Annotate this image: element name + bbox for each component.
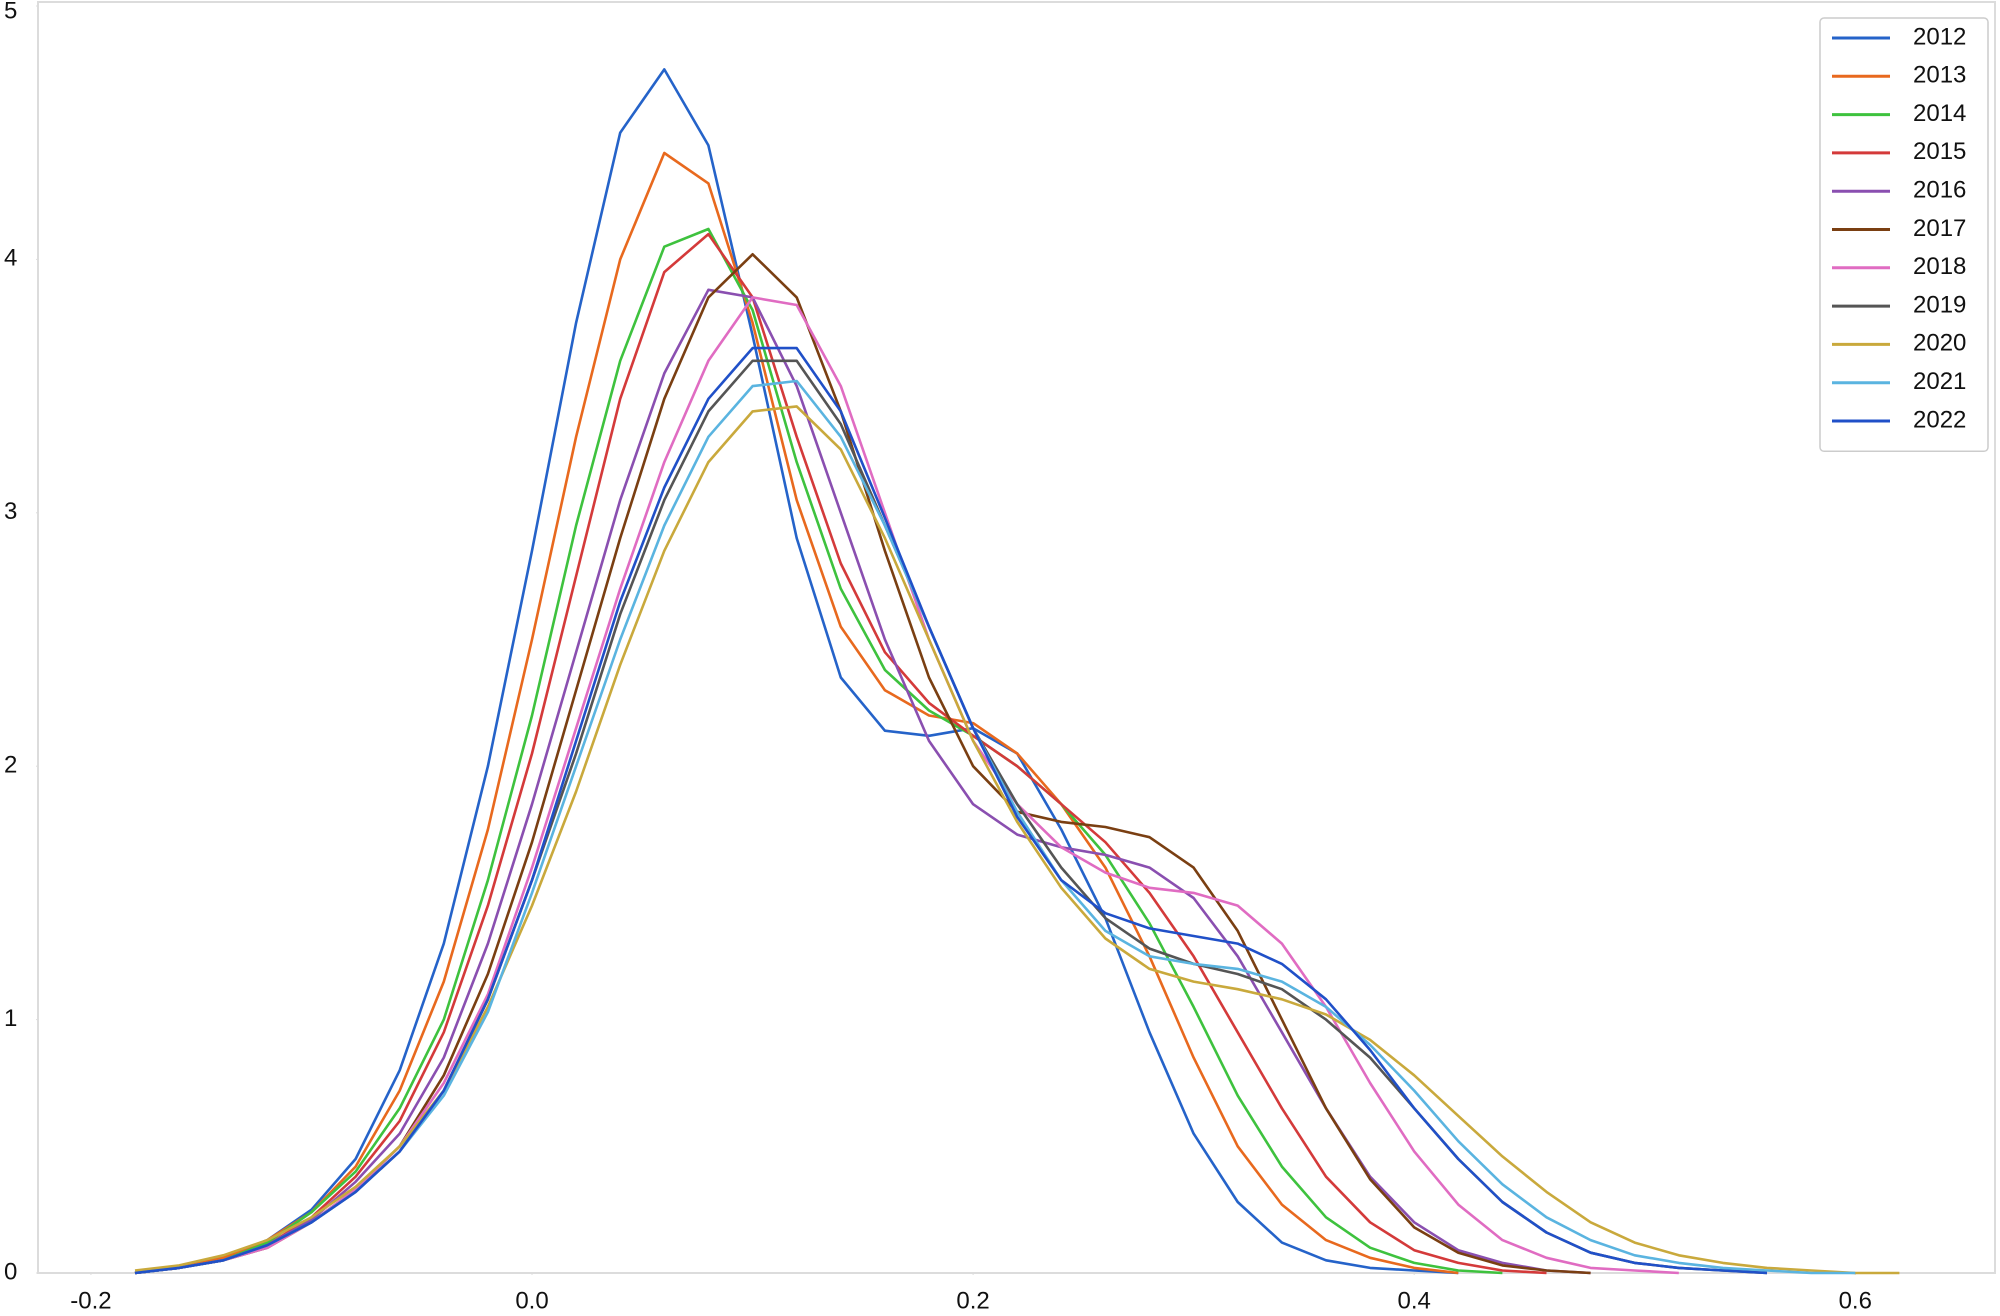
y-tick-label: 5	[4, 0, 17, 24]
legend-label: 2020	[1913, 330, 1966, 357]
y-tick-label: 2	[4, 752, 17, 779]
series-line	[134, 227, 1503, 1275]
legend-label: 2017	[1913, 215, 1966, 242]
y-tick-label: 1	[4, 1005, 17, 1032]
legend: 2012 2013 2014 2015 2016 2017 2018 2019 2020 2021…	[1819, 17, 1989, 453]
series-line	[134, 151, 1459, 1275]
x-tick-label: 0.4	[1397, 1287, 1430, 1314]
legend-label: 2016	[1913, 177, 1966, 204]
x-tick-label: 0.0	[515, 1287, 548, 1314]
x-tick-label: 0.6	[1839, 1287, 1872, 1314]
series-line	[134, 288, 1591, 1275]
y-tick-label: 3	[4, 498, 17, 525]
y-tick-label: 4	[4, 245, 17, 272]
x-tick-label: -0.2	[70, 1287, 111, 1314]
legend-label: 2022	[1913, 406, 1966, 433]
series-line	[134, 68, 1459, 1275]
legend-label: 2013	[1913, 62, 1966, 89]
legend-label: 2021	[1913, 368, 1966, 395]
legend-label: 2018	[1913, 253, 1966, 280]
legend-label: 2019	[1913, 291, 1966, 318]
series-line	[134, 253, 1591, 1275]
series-line	[134, 232, 1547, 1275]
series-line	[134, 405, 1900, 1275]
legend-label: 2014	[1913, 100, 1966, 127]
legend-label: 2012	[1913, 23, 1966, 50]
legend-label: 2015	[1913, 138, 1966, 165]
y-tick-label: 0	[4, 1258, 17, 1285]
x-tick-label: 0.2	[956, 1287, 989, 1314]
plot-frame	[37, 1, 1996, 1274]
series-line	[134, 346, 1768, 1275]
